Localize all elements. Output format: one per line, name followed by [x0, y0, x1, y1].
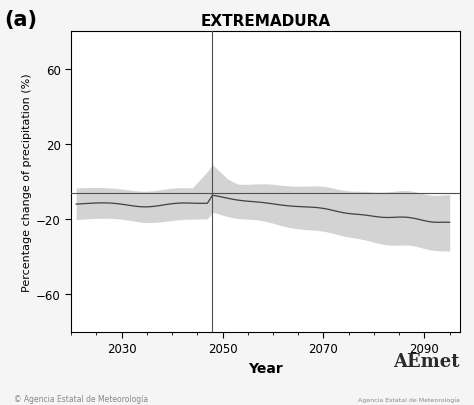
- Y-axis label: Percentage change of precipitation (%): Percentage change of precipitation (%): [22, 73, 32, 291]
- Text: (a): (a): [5, 10, 38, 30]
- Title: EXTREMADURA: EXTREMADURA: [201, 13, 330, 28]
- X-axis label: Year: Year: [248, 361, 283, 375]
- Text: AEmet: AEmet: [393, 353, 460, 371]
- Text: Agencia Estatal de Meteorología: Agencia Estatal de Meteorología: [358, 396, 460, 402]
- Text: © Agencia Estatal de Meteorología: © Agencia Estatal de Meteorología: [14, 394, 148, 403]
